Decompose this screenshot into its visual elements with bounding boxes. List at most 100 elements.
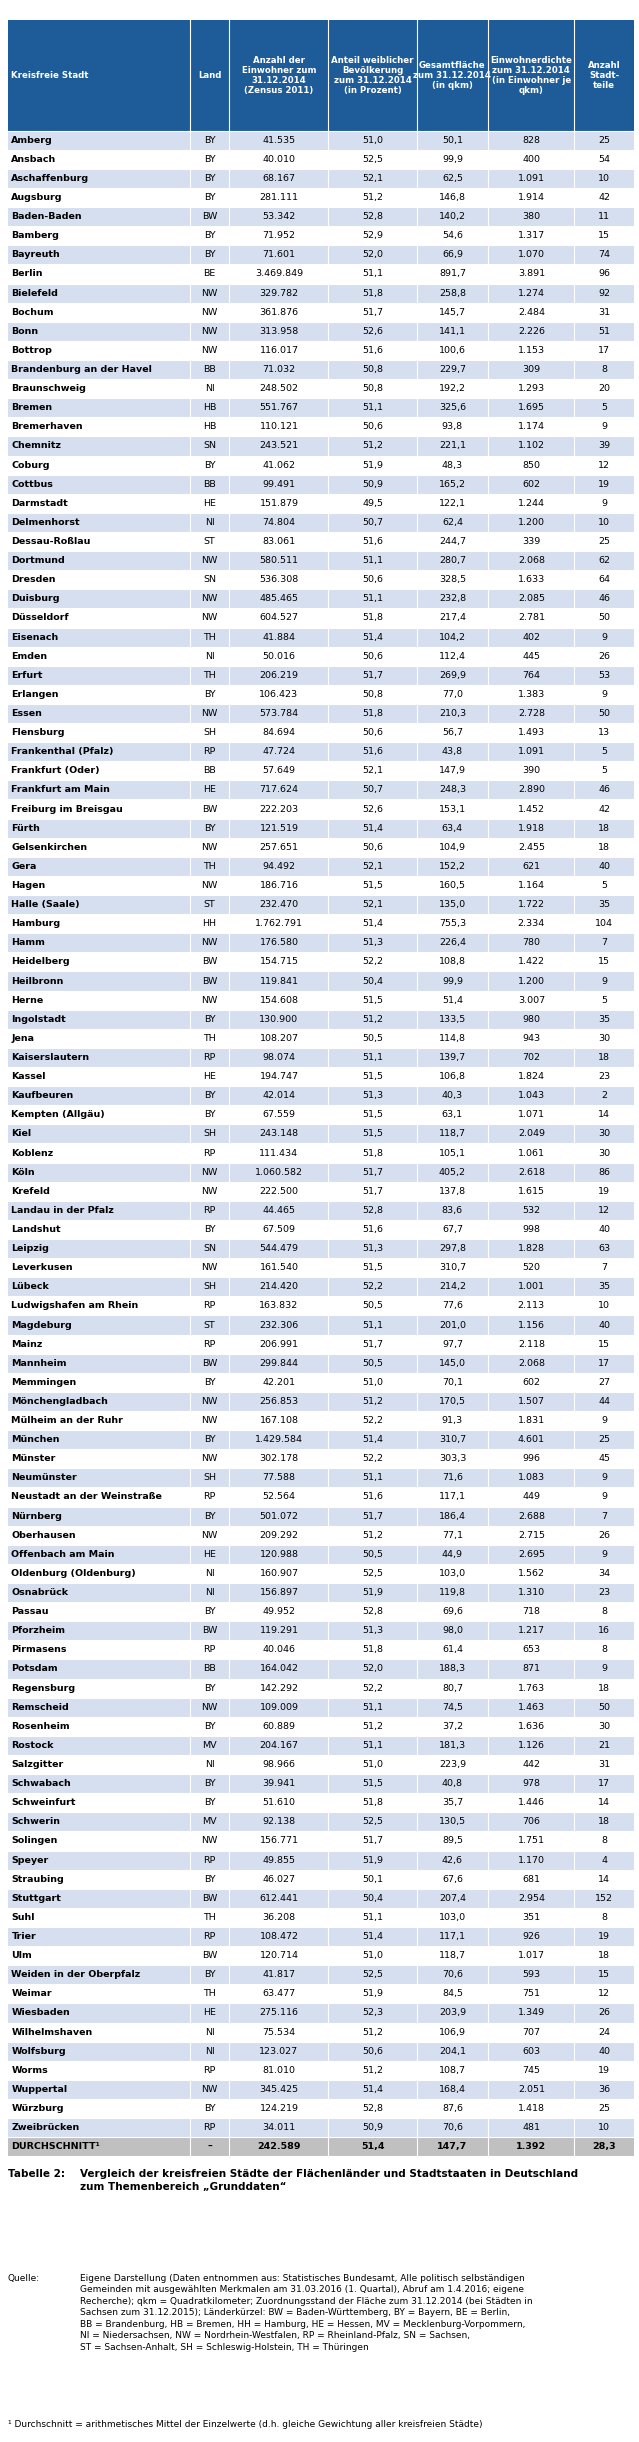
Text: 206.219: 206.219 (259, 672, 298, 679)
Bar (417, 1106, 488, 1123)
Bar (574, 1661, 634, 1678)
Bar (229, 149, 328, 168)
Bar (229, 1106, 328, 1123)
Bar (8, 1087, 190, 1106)
Text: 111.434: 111.434 (259, 1148, 298, 1158)
Text: 1.244: 1.244 (518, 498, 545, 508)
Text: 1.507: 1.507 (518, 1397, 545, 1407)
Bar (190, 1009, 229, 1028)
Bar (190, 1773, 229, 1792)
Text: 328,5: 328,5 (439, 576, 466, 584)
Text: SH: SH (203, 728, 216, 737)
Bar (8, 589, 190, 608)
Bar (8, 933, 190, 952)
Bar (328, 684, 417, 703)
Bar (417, 1851, 488, 1871)
Text: Solingen: Solingen (12, 1836, 58, 1846)
Text: Bremen: Bremen (12, 403, 52, 413)
Text: NI: NI (204, 518, 215, 527)
Text: 25: 25 (598, 537, 610, 547)
Text: 1.071: 1.071 (518, 1111, 545, 1118)
Bar (417, 991, 488, 1009)
Bar (229, 684, 328, 703)
Bar (488, 569, 574, 589)
Text: 214,2: 214,2 (439, 1282, 466, 1292)
Text: NW: NW (201, 1531, 218, 1541)
Text: 51,2: 51,2 (362, 1397, 383, 1407)
Bar (328, 227, 417, 244)
Text: RP: RP (203, 1302, 216, 1311)
Text: 118,7: 118,7 (439, 1951, 466, 1961)
Text: 52,8: 52,8 (362, 1607, 383, 1617)
Text: BY: BY (204, 1092, 215, 1101)
Bar (8, 952, 190, 972)
Bar (574, 991, 634, 1009)
Text: 25: 25 (598, 137, 610, 144)
Bar (328, 1411, 417, 1431)
Bar (417, 569, 488, 589)
Text: 2.455: 2.455 (518, 842, 545, 852)
Text: 242.589: 242.589 (257, 2142, 301, 2151)
Text: 52,2: 52,2 (362, 1455, 383, 1463)
Bar (328, 1067, 417, 1087)
Text: 39: 39 (598, 442, 610, 449)
Bar (229, 1966, 328, 1985)
Text: Straubing: Straubing (12, 1875, 64, 1883)
Text: 84,5: 84,5 (442, 1990, 463, 1998)
Bar (190, 896, 229, 913)
Text: 551.767: 551.767 (259, 403, 298, 413)
Bar (328, 1812, 417, 1832)
Bar (190, 1507, 229, 1526)
Text: 50,8: 50,8 (362, 691, 383, 698)
Text: 2.695: 2.695 (518, 1551, 545, 1558)
Bar (8, 418, 190, 437)
Bar (328, 2022, 417, 2042)
Bar (229, 1258, 328, 1277)
Bar (229, 1907, 328, 1927)
Bar (417, 2002, 488, 2022)
Bar (417, 2042, 488, 2061)
Bar (488, 1221, 574, 1238)
Text: 117,1: 117,1 (439, 1492, 466, 1502)
Bar (190, 1927, 229, 1946)
Bar (190, 1487, 229, 1507)
Bar (488, 552, 574, 569)
Bar (488, 1812, 574, 1832)
Text: HE: HE (203, 1072, 216, 1082)
Bar (8, 913, 190, 933)
Text: 156.771: 156.771 (259, 1836, 298, 1846)
Bar (190, 1546, 229, 1563)
Text: 11: 11 (598, 212, 610, 222)
Text: TH: TH (203, 672, 216, 679)
Text: 9: 9 (601, 1551, 607, 1558)
Text: 1.200: 1.200 (518, 518, 545, 527)
Text: 50.016: 50.016 (263, 652, 295, 662)
Text: 1.043: 1.043 (518, 1092, 545, 1101)
Text: 1.463: 1.463 (518, 1702, 545, 1712)
Text: 9: 9 (601, 977, 607, 987)
Bar (229, 1353, 328, 1372)
Text: 1.091: 1.091 (518, 747, 545, 757)
Bar (417, 1582, 488, 1602)
Text: Neumünster: Neumünster (12, 1473, 77, 1482)
Bar (229, 1468, 328, 1487)
Text: 30: 30 (598, 1148, 610, 1158)
Text: 481: 481 (522, 2122, 541, 2132)
Text: Anzahl
Stadt-
teile: Anzahl Stadt- teile (588, 61, 620, 90)
Bar (328, 1431, 417, 1448)
Bar (417, 303, 488, 322)
Text: 269,9: 269,9 (439, 672, 466, 679)
Text: 9: 9 (601, 1416, 607, 1426)
Bar (574, 1353, 634, 1372)
Text: 27: 27 (598, 1377, 610, 1387)
Text: 706: 706 (522, 1817, 541, 1827)
Bar (417, 342, 488, 359)
Bar (8, 1431, 190, 1448)
Text: BY: BY (204, 1875, 215, 1883)
Text: 18: 18 (598, 842, 610, 852)
Bar (229, 2061, 328, 2081)
Text: 51,3: 51,3 (362, 1092, 383, 1101)
Text: Fürth: Fürth (12, 823, 40, 833)
Bar (417, 2061, 488, 2081)
Text: 203,9: 203,9 (439, 2007, 466, 2017)
